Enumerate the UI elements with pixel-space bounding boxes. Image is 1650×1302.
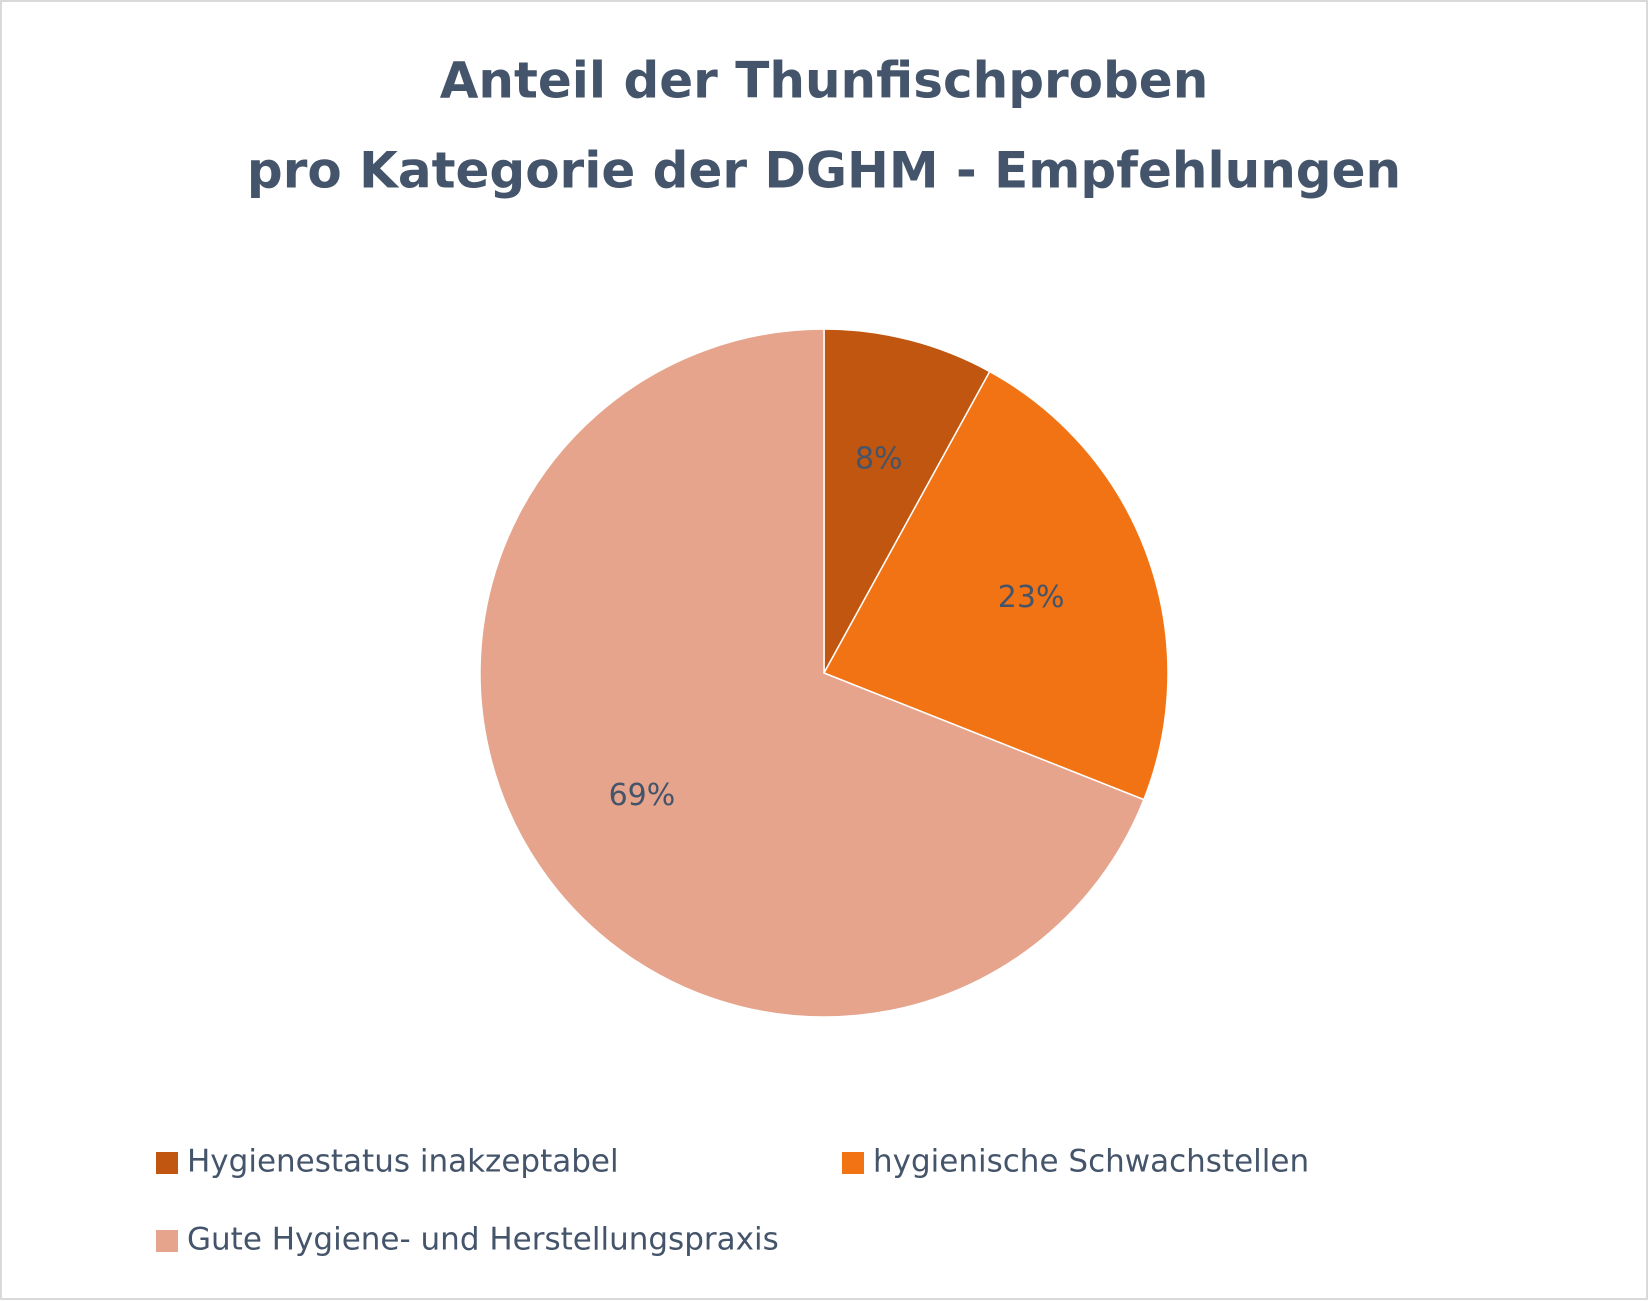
legend-swatch [842,1152,864,1174]
legend-label: Hygienestatus inakzeptabel [187,1144,619,1180]
pie-slice [479,328,1145,1018]
pie-slice [822,370,1169,801]
legend-swatch [156,1152,178,1174]
legend-label: Gute Hygiene- und Herstellungspraxis [187,1222,779,1258]
data-label: 23% [998,580,1065,615]
chart-title: pro Kategorie der DGHM - Empfehlungen [247,142,1401,200]
data-label: 8% [855,441,903,476]
legend-swatch [156,1230,178,1252]
data-label: 69% [609,778,676,813]
legend-label: hygienische Schwachstellen [873,1144,1309,1180]
pie-slice [823,328,991,674]
chart-title: Anteil der Thunfischproben [440,52,1209,110]
